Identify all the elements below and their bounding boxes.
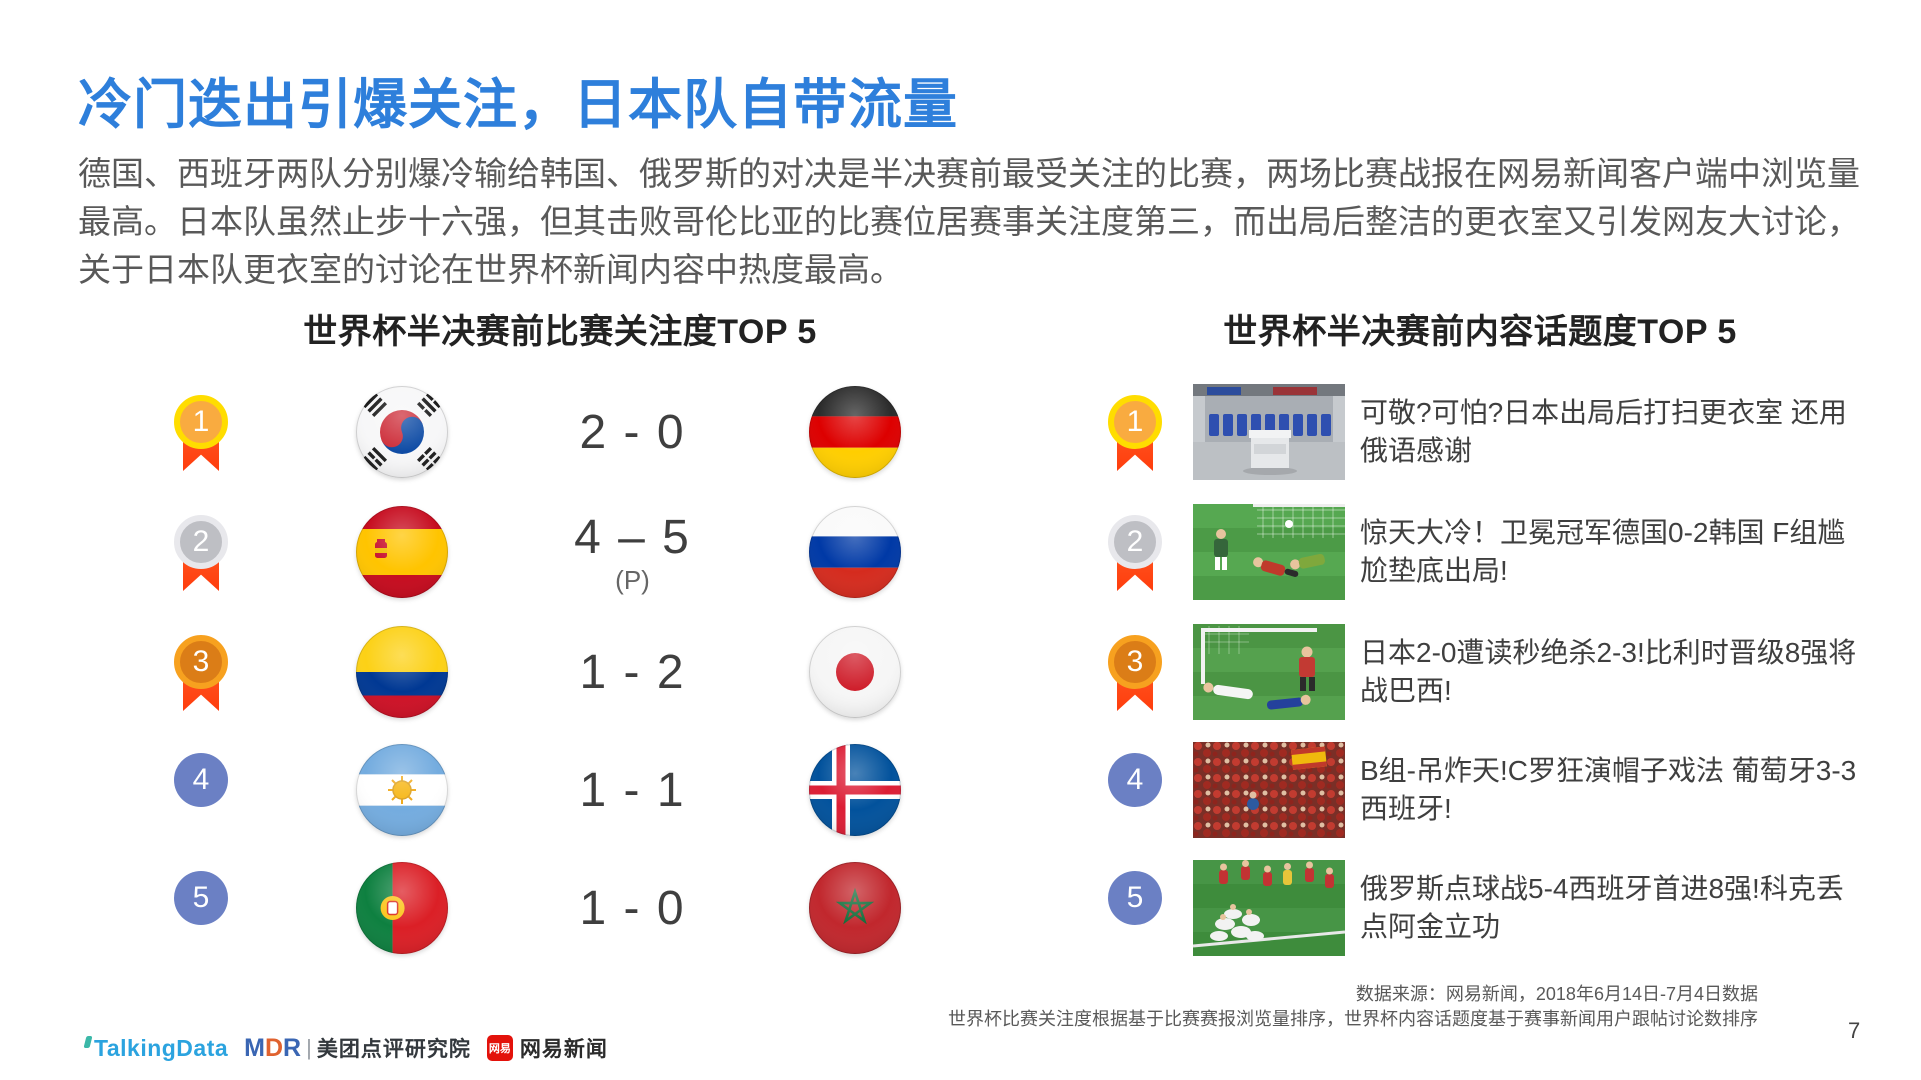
news-thumbnail-fans xyxy=(1193,742,1345,838)
mdr-letter: D xyxy=(264,1033,284,1062)
netease-badge-icon: 网易 xyxy=(486,1035,513,1061)
rank-3-medal-icon: 3 xyxy=(1108,635,1162,735)
page-number: 7 xyxy=(1848,1018,1861,1043)
match-row-2: 2 4 – 5 (P) xyxy=(0,497,1921,607)
rank-number: 3 xyxy=(174,635,228,689)
right-panel-title: 世界杯半决赛前内容话题度TOP 5 xyxy=(1223,313,1737,351)
flag-germany-icon xyxy=(808,385,902,479)
score-block: 1 - 1 xyxy=(540,735,725,845)
news-row-2: 2 xyxy=(0,497,1921,607)
match-score: 2 - 0 xyxy=(579,405,686,459)
data-source-note: 数据来源：网易新闻，2018年6月14日-7月4日数据 世界杯比赛关注度根据基于… xyxy=(948,982,1758,1032)
data-source-line1: 数据来源：网易新闻，2018年6月14日-7月4日数据 xyxy=(1355,984,1758,1004)
match-score: 1 - 0 xyxy=(579,881,686,935)
match-score: 1 - 2 xyxy=(579,645,686,699)
match-row-3: 3 1 - 2 xyxy=(0,617,1921,727)
netease-wordmark: 网易新闻 xyxy=(519,1038,608,1061)
flag-russia-icon xyxy=(808,505,902,599)
logo-divider: | xyxy=(306,1035,312,1060)
flag-spain-icon xyxy=(355,505,449,599)
flag-south-korea-icon xyxy=(355,385,449,479)
rank-number: 1 xyxy=(1108,395,1162,449)
rank-5-badge-icon: 5 xyxy=(1108,871,1162,971)
match-score: 1 - 1 xyxy=(579,763,686,817)
news-headline: 日本2-0遭读秒绝杀2-3!比利时晋级8强将战巴西! xyxy=(1360,637,1857,706)
data-source-line2: 世界杯比赛关注度根据基于比赛赛报浏览量排序，世界杯内容话题度基于赛事新闻用户跟帖… xyxy=(948,1009,1758,1029)
rank-4-badge-icon: 4 xyxy=(174,753,228,853)
rank-1-medal-icon: 1 xyxy=(1108,395,1162,495)
rank-number: 1 xyxy=(174,395,228,449)
news-headline: 惊天大冷！卫冕冠军德国0-2韩国 F组尴尬垫底出局! xyxy=(1360,517,1846,586)
flag-iceland-icon xyxy=(808,743,902,837)
rank-4-badge-icon: 4 xyxy=(1108,753,1162,853)
mdr-wordmark: 美团点评研究院 xyxy=(316,1038,471,1061)
rank-2-medal-icon: 2 xyxy=(1108,515,1162,615)
news-row-5: 5 xyxy=(0,853,1921,963)
match-row-1: 1 xyxy=(0,377,1921,487)
score-block: 1 - 0 xyxy=(540,853,725,963)
left-panel-title: 世界杯半决赛前比赛关注度TOP 5 xyxy=(303,313,817,351)
news-row-1: 1 xyxy=(0,377,1921,487)
match-row-5: 5 1 - 0 xyxy=(0,853,1921,963)
flag-japan-icon xyxy=(808,625,902,719)
rank-number: 4 xyxy=(174,753,228,807)
score-block: 1 - 2 xyxy=(540,617,725,727)
rank-number: 5 xyxy=(174,871,228,925)
flag-colombia-icon xyxy=(355,625,449,719)
news-thumbnail-locker-room xyxy=(1193,384,1345,480)
score-block: 4 – 5 (P) xyxy=(540,497,725,607)
talkingdata-wordmark: TalkingData xyxy=(94,1034,229,1061)
news-thumbnail-germany-korea xyxy=(1193,504,1345,600)
news-thumbnail-russia-celebration xyxy=(1193,860,1345,956)
rank-number: 3 xyxy=(1108,635,1162,689)
rank-2-medal-icon: 2 xyxy=(174,515,228,615)
match-score: 4 – 5 xyxy=(574,510,691,564)
news-thumbnail-japan-belgium xyxy=(1193,624,1345,720)
rank-1-medal-icon: 1 xyxy=(174,395,228,495)
mdr-letter: R xyxy=(283,1033,302,1062)
flag-portugal-icon xyxy=(355,861,449,955)
rank-5-badge-icon: 5 xyxy=(174,871,228,971)
match-row-4: 4 1 xyxy=(0,735,1921,845)
flag-argentina-icon xyxy=(355,743,449,837)
news-headline: B组-吊炸天!C罗狂演帽子戏法 葡萄牙3-3西班牙! xyxy=(1360,755,1857,824)
news-row-3: 3 xyxy=(0,617,1921,727)
rank-number: 4 xyxy=(1108,753,1162,807)
news-headline: 俄罗斯点球战5-4西班牙首进8强!科克丢点阿金立功 xyxy=(1360,873,1844,942)
talkingdata-logo: TalkingData xyxy=(83,1034,229,1062)
netease-news-logo: 网易 网易新闻 xyxy=(486,1033,608,1063)
news-row-4: 4 B组-吊炸天!C罗狂演帽子戏法 葡萄牙3-3西班牙! xyxy=(0,735,1921,845)
talkingdata-quote-mark-icon xyxy=(83,1035,93,1048)
intro-paragraph: 德国、西班牙两队分别爆冷输给韩国、俄罗斯的对决是半决赛前最受关注的比赛，两场比赛… xyxy=(78,155,1860,288)
flag-morocco-icon xyxy=(808,861,902,955)
rank-number: 2 xyxy=(174,515,228,569)
rank-number: 2 xyxy=(1108,515,1162,569)
mdr-letter: M xyxy=(244,1033,265,1062)
rank-3-medal-icon: 3 xyxy=(174,635,228,735)
score-block: 2 - 0 xyxy=(540,377,725,487)
page-title: 冷门迭出引爆关注，日本队自带流量 xyxy=(78,75,958,135)
score-note: (P) xyxy=(615,564,650,595)
news-headline: 可敬?可怕?日本出局后打扫更衣室 还用俄语感谢 xyxy=(1360,397,1847,466)
rank-number: 5 xyxy=(1108,871,1162,925)
